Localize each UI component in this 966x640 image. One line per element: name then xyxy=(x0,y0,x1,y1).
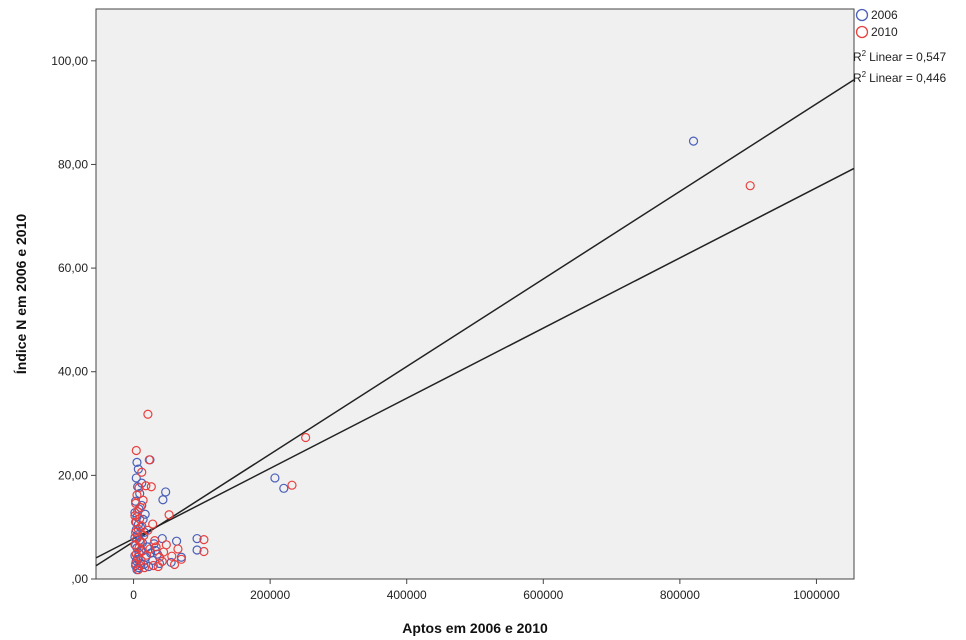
r2-text-second: Linear = 0,446 xyxy=(869,71,946,85)
point-2006 xyxy=(270,473,280,483)
legend-r2-first: R2 Linear = 0,547 xyxy=(853,49,947,64)
y-tick-label: ,00 xyxy=(71,572,88,586)
legend-label-2010: 2010 xyxy=(871,25,898,39)
point-2010 xyxy=(145,544,155,554)
legend-marker-2010 xyxy=(855,25,869,39)
point-2006 xyxy=(132,457,142,468)
point-2010 xyxy=(131,527,141,537)
point-2010 xyxy=(135,537,145,547)
point-2010 xyxy=(137,467,147,477)
fit-line-2 xyxy=(95,167,855,559)
x-tick-label: 200000 xyxy=(250,588,290,602)
point-2006 xyxy=(688,136,699,146)
legend-marker-2006 xyxy=(855,8,869,22)
point-2010 xyxy=(199,546,209,557)
x-tick-label: 400000 xyxy=(387,588,427,602)
legend-r2-second: R2 Linear = 0,446 xyxy=(853,70,947,85)
fit-lines xyxy=(95,79,855,567)
point-2006 xyxy=(131,473,141,483)
r2-superscript-first: 2 xyxy=(862,49,867,58)
y-axis-ticks: ,00 20,00 40,00 60,00 80,00 100,00 xyxy=(51,54,96,586)
x-tick-label: 0 xyxy=(130,588,137,602)
point-2010 xyxy=(153,561,163,572)
point-2010 xyxy=(148,560,158,571)
point-2010 xyxy=(159,547,169,557)
r2-superscript-second: 2 xyxy=(862,70,867,79)
y-tick-label: 40,00 xyxy=(58,365,88,379)
data-points xyxy=(130,136,755,575)
y-axis-title: Índice N em 2006 e 2010 xyxy=(13,214,29,375)
point-2006 xyxy=(192,533,202,544)
y-tick-label: 60,00 xyxy=(58,261,88,275)
point-2010 xyxy=(143,409,153,419)
point-2010 xyxy=(144,455,154,465)
point-2010 xyxy=(133,524,143,534)
point-2010 xyxy=(164,510,174,520)
point-2010 xyxy=(141,481,151,491)
point-2006 xyxy=(161,487,171,497)
point-2010 xyxy=(151,542,161,552)
point-2010 xyxy=(167,551,177,561)
point-2010 xyxy=(287,480,297,490)
point-2010 xyxy=(176,554,186,564)
point-2010 xyxy=(133,565,143,575)
y-tick-label: 80,00 xyxy=(58,157,88,171)
point-2010 xyxy=(745,181,755,191)
y-tick-label: 100,00 xyxy=(51,54,88,68)
point-2010 xyxy=(138,495,148,505)
r2-text-first: Linear = 0,547 xyxy=(869,50,946,64)
point-2006 xyxy=(143,561,154,572)
point-2010 xyxy=(301,432,311,443)
point-2006 xyxy=(192,545,202,555)
point-2010 xyxy=(139,562,150,573)
point-2010 xyxy=(143,525,153,535)
point-2010 xyxy=(130,511,140,521)
legend-label-2006: 2006 xyxy=(871,8,898,22)
x-tick-label: 600000 xyxy=(523,588,563,602)
point-2010 xyxy=(146,482,156,492)
x-axis-title: Aptos em 2006 e 2010 xyxy=(402,620,548,636)
fit-line-1 xyxy=(95,79,855,567)
point-2010 xyxy=(131,445,141,456)
point-2010 xyxy=(150,536,160,546)
point-2010 xyxy=(173,544,183,554)
legend: 2006 2010 R2 Linear = 0,547 R2 Linear = 0,… xyxy=(853,8,947,85)
y-tick-label: 20,00 xyxy=(58,468,88,482)
point-2010 xyxy=(135,560,145,571)
x-tick-label: 1000000 xyxy=(793,588,840,602)
point-2010 xyxy=(199,535,209,545)
point-2006 xyxy=(279,483,289,493)
x-tick-label: 800000 xyxy=(660,588,700,602)
point-2010 xyxy=(136,555,146,565)
point-2010 xyxy=(169,559,180,570)
x-axis-ticks: 0 200000 400000 600000 800000 1000000 xyxy=(130,579,840,602)
point-2010 xyxy=(148,519,158,529)
point-2006 xyxy=(158,495,168,505)
